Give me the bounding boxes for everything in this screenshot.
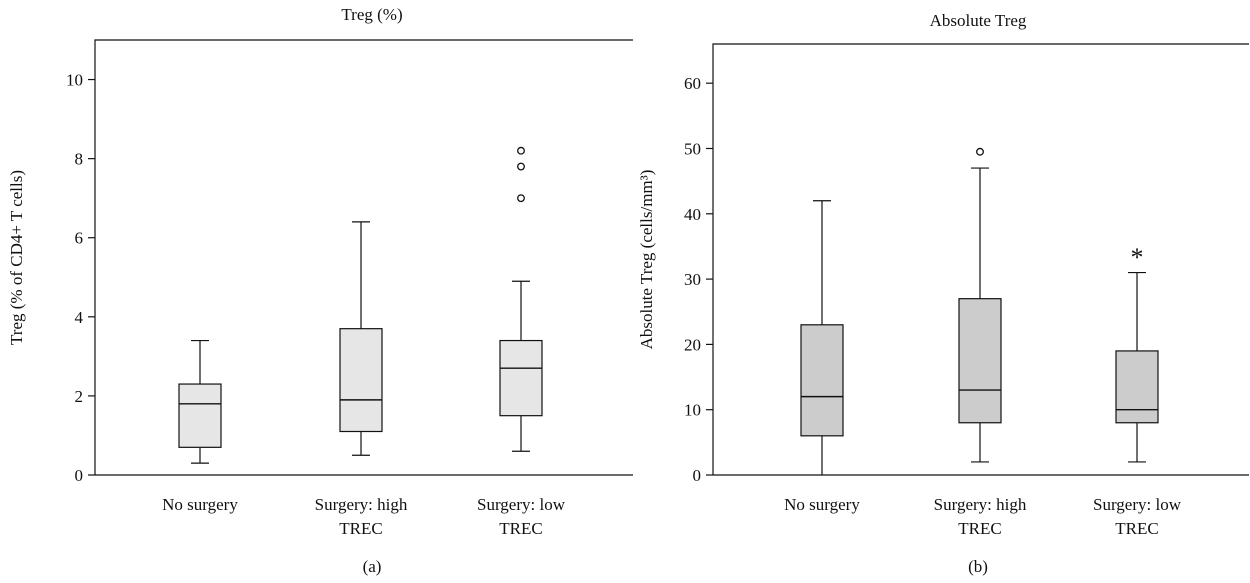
panel-label: (a) — [363, 557, 382, 576]
y-tick-label: 2 — [75, 387, 84, 406]
category-label-line2: TREC — [339, 519, 382, 538]
iqr-box — [800, 324, 844, 437]
box-group — [339, 221, 383, 456]
iqr-box — [339, 328, 383, 433]
chart-title: Absolute Treg — [930, 11, 1027, 30]
y-tick-label: 10 — [684, 401, 701, 420]
box-group — [958, 147, 1002, 463]
category-label: Surgery: high — [315, 495, 408, 514]
box-group — [499, 146, 543, 452]
category-label-line2: TREC — [499, 519, 542, 538]
y-tick-label: 10 — [66, 71, 83, 90]
y-tick-label: 50 — [684, 139, 701, 158]
y-tick-label: 0 — [75, 466, 84, 485]
category-label: No surgery — [784, 495, 860, 514]
axis-frame — [712, 43, 1249, 476]
axis-frame — [94, 39, 633, 476]
category-label: Surgery: high — [934, 495, 1027, 514]
category-label-line2: TREC — [1115, 519, 1158, 538]
iqr-box — [178, 383, 222, 448]
y-axis-label: Treg (% of CD4+ T cells) — [7, 170, 26, 345]
box-group — [178, 339, 222, 464]
extreme-point: * — [1131, 243, 1144, 272]
y-tick-label: 4 — [75, 308, 84, 327]
y-tick-label: 20 — [684, 335, 701, 354]
outlier-point — [517, 194, 525, 203]
category-label: Surgery: low — [477, 495, 566, 514]
y-tick-label: 40 — [684, 205, 701, 224]
panel-b: Absolute Treg 0 10 20 30 40 50 60 Absolute Treg … — [637, 11, 1249, 576]
y-tick-label: 30 — [684, 270, 701, 289]
panel-a: Treg (%) 0 2 4 6 8 10 Treg (% of CD4+ T cells) N… — [7, 5, 633, 576]
y-tick-label: 6 — [75, 229, 84, 248]
y-tick-label: 0 — [693, 466, 702, 485]
y-tick-label: 60 — [684, 74, 701, 93]
y-axis-label: Absolute Treg (cells/mm³) — [637, 170, 656, 350]
category-label-line2: TREC — [958, 519, 1001, 538]
chart-title: Treg (%) — [341, 5, 402, 24]
box-group: * — [1115, 243, 1159, 463]
box-group — [800, 200, 844, 475]
y-tick-label: 8 — [75, 150, 84, 169]
iqr-box — [958, 298, 1002, 424]
category-label: Surgery: low — [1093, 495, 1182, 514]
iqr-box — [499, 339, 543, 417]
category-label: No surgery — [162, 495, 238, 514]
outlier-point — [976, 147, 984, 156]
panel-label: (b) — [968, 557, 988, 576]
iqr-box — [1115, 350, 1159, 424]
outlier-point — [517, 162, 525, 171]
outlier-point — [517, 146, 525, 155]
